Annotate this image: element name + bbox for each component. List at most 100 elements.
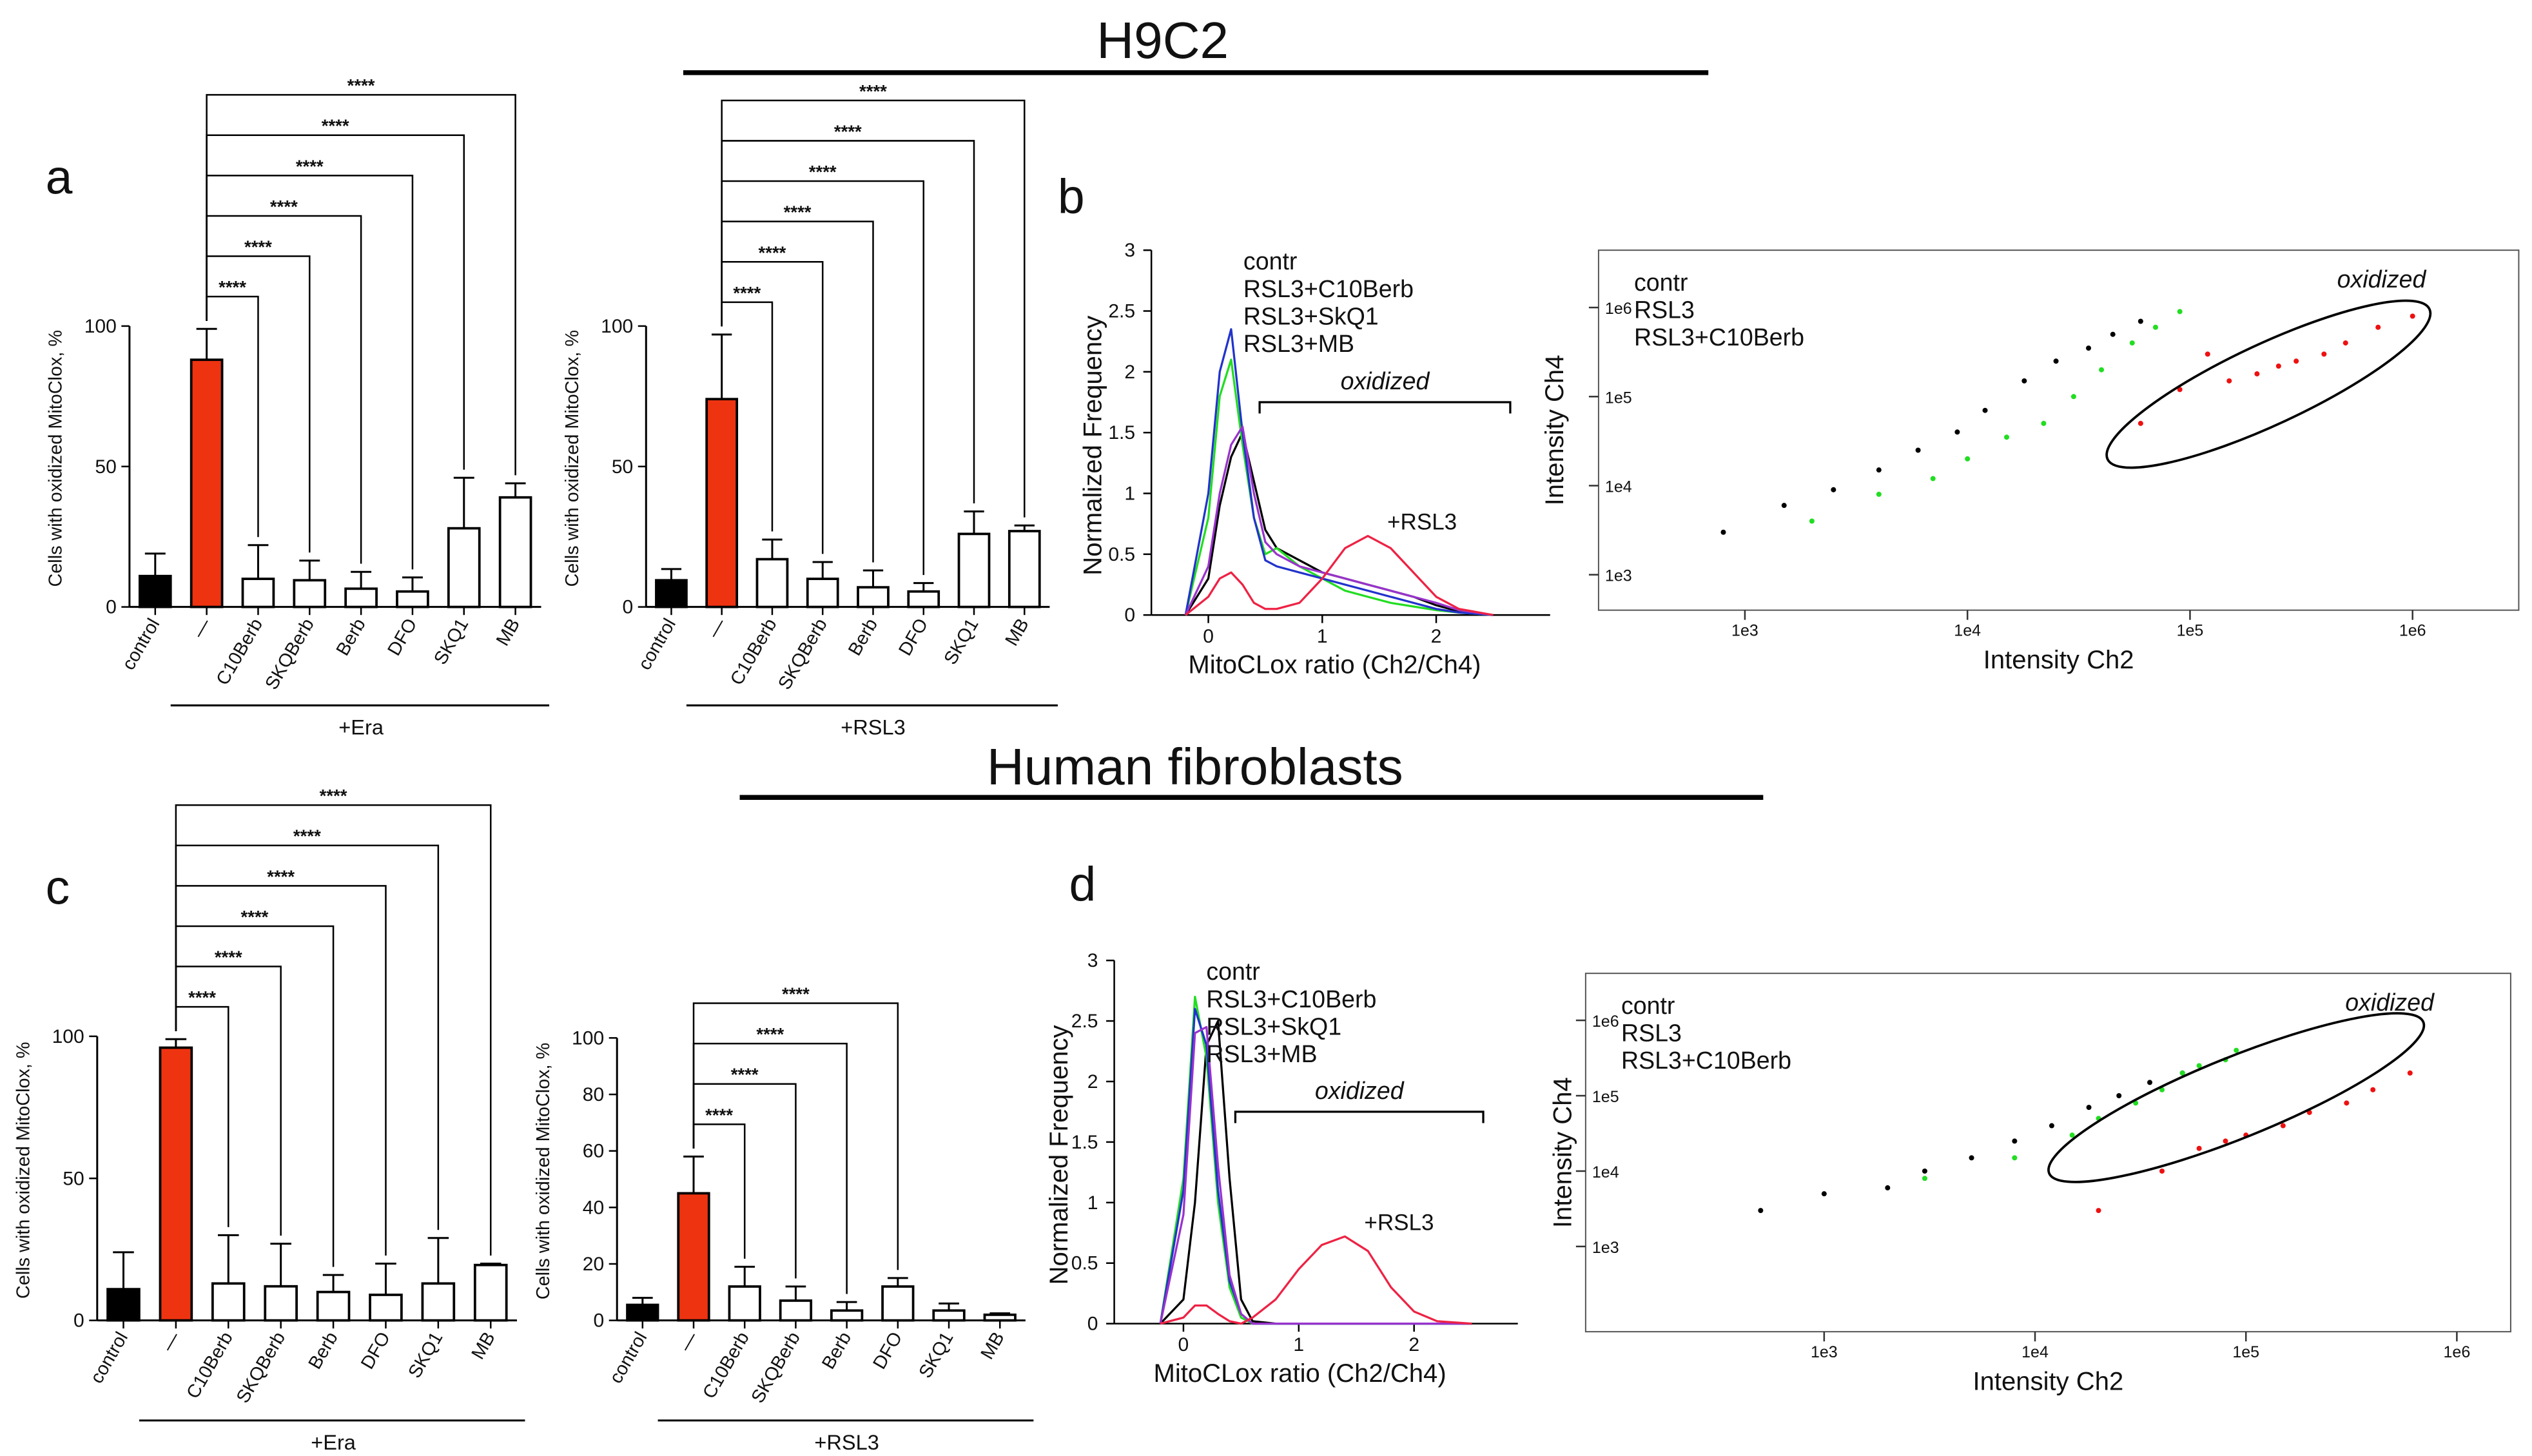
bar xyxy=(316,1290,351,1322)
bar xyxy=(159,1046,193,1322)
bar xyxy=(626,1303,659,1322)
histogram-line xyxy=(1185,534,1494,616)
bar xyxy=(957,532,991,608)
y-axis-label: Normalized Frequency xyxy=(1079,316,1107,576)
scatter-point xyxy=(1922,1176,1927,1181)
y-tick-label: 3 xyxy=(1124,240,1135,261)
bar xyxy=(293,579,327,608)
significance-label: **** xyxy=(320,786,347,806)
y-tick-label: 100 xyxy=(601,316,633,337)
significance-label: **** xyxy=(215,947,242,967)
series-label: +RSL3 xyxy=(1387,510,1457,535)
scatter-point xyxy=(2275,363,2281,369)
y-tick-label: 0.5 xyxy=(1071,1253,1098,1274)
scatter-point xyxy=(1876,467,1882,473)
histogram-line xyxy=(1184,425,1494,616)
y-tick-label: 1.5 xyxy=(1071,1132,1098,1153)
scatter-point xyxy=(2099,367,2105,373)
scatter-point xyxy=(2234,1047,2239,1053)
x-axis-label: Intensity Ch2 xyxy=(1983,646,2134,674)
significance-label: **** xyxy=(347,75,375,95)
histogram-line xyxy=(1184,328,1494,616)
bar xyxy=(1008,530,1041,608)
x-tick-label: 2 xyxy=(1431,626,1442,647)
bar xyxy=(369,1294,403,1322)
x-tick-label: 1e4 xyxy=(2021,1343,2049,1361)
scatter-point xyxy=(1821,1191,1827,1197)
group-label: +Era xyxy=(338,716,384,739)
scatter-point xyxy=(2116,1093,2122,1099)
histogram-line xyxy=(1160,1235,1472,1325)
plot-frame xyxy=(1584,973,2511,1333)
gate xyxy=(2105,299,2432,469)
scatter-point xyxy=(2070,394,2076,400)
significance-label: **** xyxy=(756,1024,784,1044)
significance-label: **** xyxy=(733,283,761,303)
x-tick-label: 0 xyxy=(1178,1334,1189,1355)
bar xyxy=(983,1313,1017,1322)
y-tick-label: 100 xyxy=(52,1026,84,1047)
legend-entry: RSL3+C10Berb xyxy=(1206,985,1376,1013)
gate xyxy=(2047,1012,2426,1183)
y-tick-label: 0.5 xyxy=(1108,544,1135,565)
plot-frame xyxy=(1597,249,2520,611)
x-tick-label: 1e4 xyxy=(1954,622,1981,640)
y-tick-label: 1 xyxy=(1087,1192,1098,1214)
gate-label: oxidized xyxy=(2337,266,2427,293)
scatter-point xyxy=(2138,318,2143,324)
bar xyxy=(907,590,940,608)
scatter-point xyxy=(2177,387,2183,393)
panel-label: d xyxy=(1069,857,1096,911)
scatter-point xyxy=(2196,1063,2202,1069)
significance-label: **** xyxy=(219,277,246,297)
x-tick-label: 1e3 xyxy=(1731,622,1758,640)
scatter-point xyxy=(2110,331,2116,337)
y-tick-label: 50 xyxy=(95,456,116,478)
legend-entry: RSL3+C10Berb xyxy=(1621,1047,1791,1074)
y-tick-label: 2.5 xyxy=(1071,1011,1098,1032)
scatter-point xyxy=(2041,420,2047,426)
y-tick-label: 0 xyxy=(623,597,634,618)
section-title: Human fibroblasts xyxy=(987,737,1403,795)
y-axis-label: Intensity Ch4 xyxy=(1548,1077,1577,1228)
significance-label: **** xyxy=(293,826,321,846)
bar xyxy=(447,527,481,608)
bar xyxy=(138,574,172,608)
significance-label: **** xyxy=(270,197,298,217)
series-label: +RSL3 xyxy=(1364,1210,1434,1235)
annotation-label: oxidized xyxy=(1315,1077,1405,1104)
y-axis-label: Normalized Frequency xyxy=(1045,1025,1073,1285)
y-tick-label: 2.5 xyxy=(1108,301,1135,322)
y-tick-label: 1e3 xyxy=(1605,567,1632,585)
y-tick-label: 1 xyxy=(1124,483,1135,505)
bar xyxy=(211,1282,246,1322)
scatter-point xyxy=(1965,456,1971,461)
bar xyxy=(264,1285,298,1322)
bar xyxy=(421,1282,456,1322)
scatter-point xyxy=(2407,1070,2413,1076)
significance-bracket xyxy=(206,93,516,476)
panel-label: a xyxy=(46,150,73,204)
y-tick-label: 1e4 xyxy=(1605,478,1632,496)
significance-label: **** xyxy=(322,116,349,136)
x-tick-label: 1e6 xyxy=(2399,622,2426,640)
y-tick-label: 20 xyxy=(583,1254,604,1275)
scatter-point xyxy=(2053,358,2059,364)
significance-label: **** xyxy=(705,1105,733,1125)
significance-label: **** xyxy=(782,984,810,1004)
significance-label: **** xyxy=(267,866,295,886)
significance-label: **** xyxy=(809,162,837,182)
scatter-point xyxy=(2012,1138,2018,1144)
significance-label: **** xyxy=(731,1065,759,1085)
y-tick-label: 1e5 xyxy=(1592,1088,1619,1106)
y-tick-label: 0 xyxy=(106,597,117,618)
bar xyxy=(806,578,839,608)
y-tick-label: 0 xyxy=(1087,1314,1098,1335)
scatter-point xyxy=(2133,1100,2139,1106)
scatter-point xyxy=(2138,420,2143,426)
scatter-point xyxy=(2177,309,2183,315)
y-axis-label: Cells with oxidized MitoClox, % xyxy=(14,1042,34,1299)
scatter-point xyxy=(2254,371,2260,377)
significance-label: **** xyxy=(296,156,324,176)
bar xyxy=(779,1299,813,1322)
